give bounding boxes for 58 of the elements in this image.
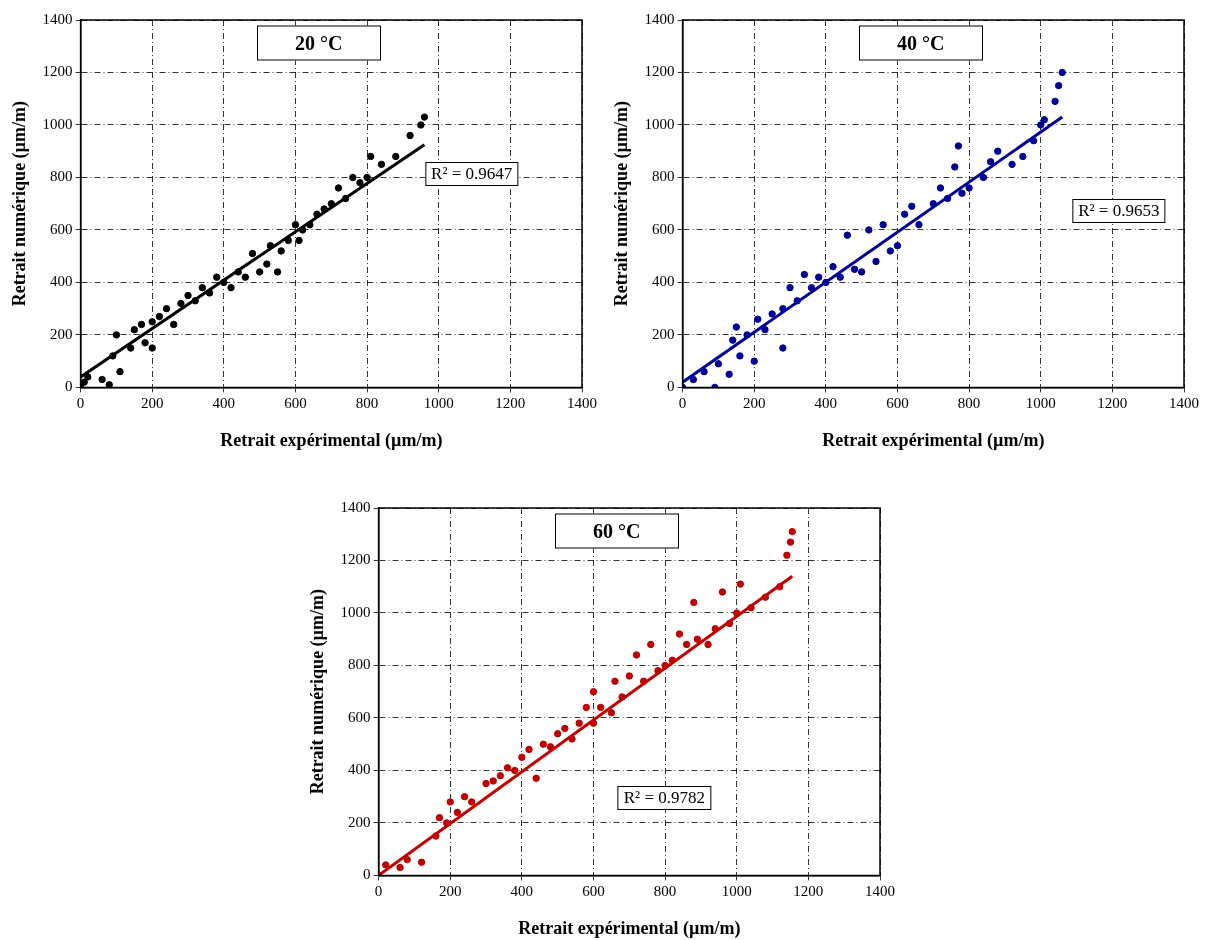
y-tick-label: 600 <box>348 708 371 725</box>
y-tick-label: 1200 <box>42 63 73 80</box>
y-tick-label: 1400 <box>42 10 73 27</box>
y-tick-label: 0 <box>363 866 371 883</box>
x-tick-label: 1200 <box>1097 395 1128 412</box>
y-axis-title: Retrait numérique (µm/m) <box>611 101 633 307</box>
x-tick-label: 600 <box>582 883 605 900</box>
annotation: R² = 0.9782 <box>617 786 712 811</box>
x-tick-label: 800 <box>957 395 981 412</box>
y-tick-label: 1200 <box>340 551 371 568</box>
y-tick-label: 800 <box>348 656 371 673</box>
y-tick-label: 200 <box>50 325 73 342</box>
y-axis-title: Retrait numérique (µm/m) <box>9 101 31 307</box>
x-tick-label: 0 <box>374 883 383 900</box>
text: 40 °C <box>897 31 945 55</box>
y-tick-label: 1000 <box>42 115 73 132</box>
x-tick-label: 0 <box>678 395 687 412</box>
y-tick-label: 200 <box>652 325 675 342</box>
x-tick-label: 1000 <box>721 883 752 900</box>
y-tick-label: 0 <box>65 378 73 395</box>
x-tick-label: 400 <box>212 395 236 412</box>
y-tick-label: 400 <box>652 273 675 290</box>
y-tick-label: 400 <box>50 273 73 290</box>
x-tick-label: 1000 <box>423 395 454 412</box>
annotation: R² = 0.9647 <box>425 162 519 187</box>
y-tick-label: 600 <box>50 220 73 237</box>
y-tick-label: 1000 <box>644 115 675 132</box>
x-tick-label: 1400 <box>1169 395 1199 412</box>
y-tick-label: 0 <box>667 378 675 395</box>
x-axis-title: Retrait expérimental (µm/m) <box>518 917 741 939</box>
x-tick-label: 400 <box>814 395 838 412</box>
x-tick-label: 200 <box>140 395 164 412</box>
x-tick-label: 200 <box>438 883 462 900</box>
x-tick-label: 200 <box>742 395 766 412</box>
y-tick-label: 200 <box>348 813 371 830</box>
x-tick-label: 600 <box>886 395 909 412</box>
x-tick-label: 0 <box>76 395 85 412</box>
x-tick-label: 1400 <box>865 883 895 900</box>
text: 60 °C <box>593 519 641 543</box>
x-axis-title: Retrait expérimental (µm/m) <box>220 429 443 451</box>
y-tick-label: 600 <box>652 220 675 237</box>
x-tick-label: 400 <box>510 883 534 900</box>
y-tick-label: 1000 <box>340 603 371 620</box>
x-tick-label: 1200 <box>793 883 824 900</box>
y-tick-label: 1200 <box>644 63 675 80</box>
annotation: R² = 0.9653 <box>1072 199 1166 224</box>
y-axis-title: Retrait numérique (µm/m) <box>307 589 329 795</box>
x-tick-label: 1200 <box>495 395 526 412</box>
y-tick-label: 800 <box>652 168 675 185</box>
y-tick-label: 400 <box>348 761 371 778</box>
y-tick-label: 800 <box>50 168 73 185</box>
x-axis-title: Retrait expérimental (µm/m) <box>822 429 1045 451</box>
x-tick-label: 600 <box>284 395 307 412</box>
y-tick-label: 1400 <box>644 10 675 27</box>
x-tick-label: 1400 <box>567 395 597 412</box>
x-tick-label: 1000 <box>1025 395 1056 412</box>
y-tick-label: 1400 <box>340 498 371 515</box>
text: 20 °C <box>295 31 343 55</box>
